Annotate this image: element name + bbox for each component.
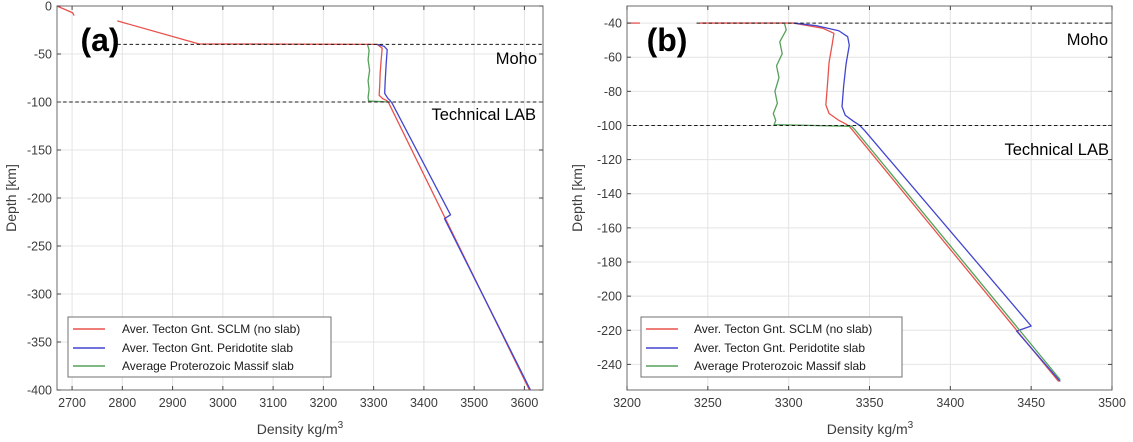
ticks-a: 2700 2800 2900 3000 3100 3200 3300 3400 3500 3600… <box>27 0 543 410</box>
panel-b: Moho Technical LAB (b) 3200 3250 3300 3350 3400… <box>569 5 1126 437</box>
tick-label-y: 0 <box>45 0 52 14</box>
hlines-a <box>57 43 543 103</box>
series-group-a <box>57 6 532 390</box>
tick-label-x: 3250 <box>694 396 722 410</box>
series-blue-b <box>793 22 1061 382</box>
tick-label-x: 3100 <box>259 396 287 410</box>
ticks-b: 3200 3250 3300 3350 3400 3450 3500 -40 -60 -80 -10… <box>597 6 1126 410</box>
xlabel-a: Density kg/m3 <box>257 420 344 437</box>
series-blue-a <box>376 43 532 390</box>
tick-label-x: 3000 <box>209 396 237 410</box>
annotation-technical-lab: Technical LAB <box>1004 141 1109 159</box>
series-line-blue <box>793 22 1061 382</box>
tick-label-x: 3300 <box>360 396 388 410</box>
tick-label-x: 3400 <box>936 396 964 410</box>
tick-label-y: -200 <box>597 290 622 304</box>
tick-label-y: -240 <box>597 358 622 372</box>
series-line-blue <box>376 43 532 390</box>
ylabel-a: Depth [km] <box>3 164 19 232</box>
tick-label-y: -150 <box>27 144 52 158</box>
tick-label-y: -50 <box>34 48 52 62</box>
annotation-technical-lab: Technical LAB <box>431 106 536 124</box>
tick-label-y: -40 <box>604 17 622 31</box>
series-line-red <box>699 22 1060 382</box>
annotation-moho: Moho <box>496 50 537 68</box>
xlabel-b: Density kg/m3 <box>827 420 914 437</box>
tick-label-y: -220 <box>597 324 622 338</box>
legend-b: Aver. Tecton Gnt. SCLM (no slab) Aver. Te… <box>640 316 903 378</box>
ylabel-b: Depth [km] <box>569 164 585 232</box>
panel-a: Moho Technical LAB (a) 2700 2800 2900 3000 3100… <box>3 0 544 437</box>
series-line-green <box>366 44 389 103</box>
tick-label-x: 3200 <box>613 396 641 410</box>
legend-box-a <box>67 316 332 378</box>
tick-label-y: -120 <box>597 153 622 167</box>
tick-label-y: -180 <box>597 256 622 270</box>
tick-label-y: -400 <box>27 384 52 398</box>
annotation-moho: Moho <box>1067 31 1108 49</box>
series-line-red <box>57 6 75 16</box>
tick-label-y: -60 <box>604 51 622 65</box>
tick-label-y: -300 <box>27 288 52 302</box>
tick-label-x: 3450 <box>1017 396 1045 410</box>
series-green-b <box>772 23 1061 381</box>
legend-a: Aver. Tecton Gnt. SCLM (no slab) Aver. Te… <box>67 316 332 378</box>
legend-box-b <box>640 316 903 378</box>
legend-label: Average Proterozoic Massif slab <box>694 359 866 373</box>
legend-label: Aver. Tecton Gnt. Peridotite slab <box>694 341 865 355</box>
series-green-a <box>366 44 389 103</box>
tick-label-x: 3400 <box>410 396 438 410</box>
panel-tag-a: (a) <box>80 22 119 58</box>
legend-label: Average Proterozoic Massif slab <box>122 359 294 373</box>
legend-label: Aver. Tecton Gnt. SCLM (no slab) <box>122 322 300 336</box>
series-line-red <box>117 20 531 390</box>
hlines-b <box>627 22 1112 126</box>
tick-label-x: 3200 <box>309 396 337 410</box>
tick-label-y: -350 <box>27 336 52 350</box>
tick-label-x: 3300 <box>775 396 803 410</box>
series-line-green <box>772 23 1061 381</box>
annotations-a: Moho Technical LAB <box>431 50 537 124</box>
tick-label-y: -80 <box>604 85 622 99</box>
legend-label: Aver. Tecton Gnt. Peridotite slab <box>122 341 293 355</box>
tick-label-y: -100 <box>27 96 52 110</box>
legend-label: Aver. Tecton Gnt. SCLM (no slab) <box>694 322 872 336</box>
tick-label-y: -200 <box>27 192 52 206</box>
tick-label-x: 3500 <box>460 396 488 410</box>
panel-tag-b: (b) <box>647 22 688 58</box>
tick-label-y: -160 <box>597 221 622 235</box>
series-red-a <box>57 6 531 390</box>
tick-label-x: 2800 <box>108 396 136 410</box>
annotations-b: Moho Technical LAB <box>1004 31 1109 159</box>
tick-label-x: 3600 <box>510 396 538 410</box>
tick-label-y: -100 <box>597 119 622 133</box>
tick-label-x: 2900 <box>159 396 187 410</box>
tick-label-x: 3350 <box>856 396 884 410</box>
tick-label-x: 3500 <box>1098 396 1126 410</box>
tick-label-x: 2700 <box>58 396 86 410</box>
tick-label-y: -250 <box>27 240 52 254</box>
tick-label-y: -140 <box>597 187 622 201</box>
